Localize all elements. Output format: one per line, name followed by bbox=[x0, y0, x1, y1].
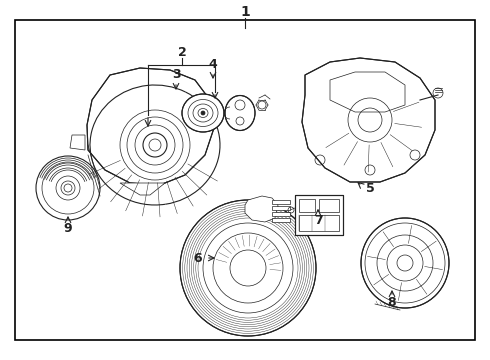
Text: 4: 4 bbox=[209, 58, 218, 72]
Text: 1: 1 bbox=[240, 5, 250, 19]
Polygon shape bbox=[245, 196, 278, 222]
Bar bbox=[299, 199, 315, 212]
Circle shape bbox=[180, 200, 316, 336]
Bar bbox=[272, 206, 290, 210]
Polygon shape bbox=[87, 68, 215, 185]
Bar bbox=[319, 199, 339, 212]
Polygon shape bbox=[70, 135, 85, 150]
Text: 6: 6 bbox=[194, 252, 202, 265]
Text: 2: 2 bbox=[178, 45, 186, 58]
Text: 3: 3 bbox=[172, 68, 180, 81]
Polygon shape bbox=[330, 72, 405, 112]
Bar bbox=[295, 195, 343, 235]
Text: 8: 8 bbox=[388, 297, 396, 310]
Polygon shape bbox=[302, 58, 435, 182]
Bar bbox=[272, 218, 290, 222]
Bar bbox=[15, 20, 475, 340]
Bar bbox=[295, 195, 343, 235]
Text: 7: 7 bbox=[314, 213, 322, 226]
Ellipse shape bbox=[182, 94, 224, 132]
Polygon shape bbox=[120, 183, 165, 195]
Bar bbox=[272, 212, 290, 216]
Bar bbox=[272, 200, 290, 204]
Ellipse shape bbox=[225, 95, 255, 130]
Text: 9: 9 bbox=[64, 221, 73, 234]
Bar bbox=[299, 215, 339, 231]
Circle shape bbox=[64, 184, 72, 192]
Ellipse shape bbox=[201, 111, 205, 115]
Text: 5: 5 bbox=[366, 181, 374, 194]
Circle shape bbox=[149, 139, 161, 151]
Ellipse shape bbox=[361, 218, 449, 308]
